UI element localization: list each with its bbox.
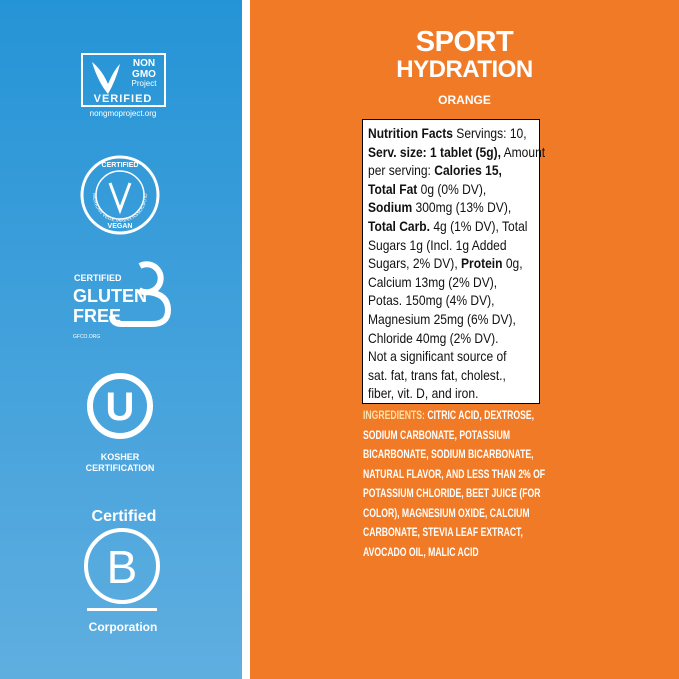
non-gmo-badge: NON GMO Project VERIFIED nongmoproject.o… xyxy=(81,53,166,118)
ingredients-text: POTASSIUM CHLORIDE, BEET JUICE (FOR xyxy=(363,486,541,500)
divider xyxy=(242,0,250,679)
ingredients-line: CARBONATE, STEVIA LEAF EXTRACT, xyxy=(363,523,565,543)
ingredients-text: NATURAL FLAVOR, AND LESS THAN 2% OF xyxy=(363,466,546,481)
nutrition-line: Not a significant source of xyxy=(368,347,540,366)
badge-text: Corporation xyxy=(89,620,158,634)
badge-text: CERTIFIED xyxy=(102,162,139,169)
nutrition-text: Chloride 40mg (2% DV). xyxy=(368,329,499,346)
badge-text: Certified xyxy=(92,508,157,525)
product-title: HYDRATION xyxy=(396,56,533,83)
badge-text: VEGAN xyxy=(108,223,133,230)
badge-text: nongmoproject.org xyxy=(90,109,157,118)
nutrition-text: 0g (0% DV), xyxy=(417,180,487,197)
badge-symbol: U xyxy=(106,385,135,429)
badge-text: VERIFIED xyxy=(94,93,153,105)
badge-frame xyxy=(81,53,166,107)
nutrition-text: Calories 15, xyxy=(434,162,502,179)
badge-text: FREE xyxy=(73,306,121,326)
nutrition-text: Magnesium 25mg (6% DV), xyxy=(368,310,516,327)
badge-text: GLUTEN xyxy=(73,286,147,306)
nutrition-text: Sugars 1g (Incl. 1g Added xyxy=(368,236,507,253)
ingredients-text: BICARBONATE, SODIUM BICARBONATE, xyxy=(363,447,534,461)
nutrition-line: sat. fat, trans fat, cholest., xyxy=(368,366,540,385)
nutrition-text: 300mg (13% DV), xyxy=(412,199,512,216)
ingredients-line: BICARBONATE, SODIUM BICARBONATE, xyxy=(363,445,565,465)
badge-text: KOSHER xyxy=(101,452,140,462)
badge-text: CERTIFICATION xyxy=(86,463,155,473)
ingredients-text: AVOCADO OIL, MALIC ACID xyxy=(363,544,479,559)
nutrition-text: Serv. size: 1 tablet (5g), xyxy=(368,143,501,160)
nutrition-line: Chloride 40mg (2% DV). xyxy=(368,329,540,348)
nutrition-line: fiber, vit. D, and iron. xyxy=(368,384,540,403)
badge-panel: NON GMO Project VERIFIED nongmoproject.o… xyxy=(0,0,250,679)
ingredients-label: INGREDIENTS: xyxy=(363,408,425,422)
ingredients-line: SODIUM CARBONATE, POTASSIUM xyxy=(363,426,565,446)
nutrition-text: Total Carb. xyxy=(368,217,430,234)
product-title: SPORT xyxy=(415,26,514,58)
nutrition-line: Sugars 1g (Incl. 1g Added xyxy=(368,236,540,255)
nutrition-line: per serving: Calories 15, xyxy=(368,161,540,180)
badge-ring xyxy=(95,170,145,220)
nutrition-line: Sugars, 2% DV), Protein 0g, xyxy=(368,254,540,273)
ingredients: INGREDIENTS: CITRIC ACID, DEXTROSE, SODIU… xyxy=(363,406,643,562)
nutrition-text: Protein xyxy=(461,255,503,272)
nutrition-line: Potas. 150mg (4% DV), xyxy=(368,291,540,310)
nutrition-text: Total Fat xyxy=(368,180,418,197)
badge-ring xyxy=(84,528,160,604)
flavor: ORANGE xyxy=(438,93,491,107)
butterfly-icon xyxy=(92,62,120,94)
nutrition-text: Not a significant source of xyxy=(368,348,507,365)
product-panel: SPORT HYDRATION ORANGE Nutrition Facts S… xyxy=(250,0,679,679)
badge-text: NON xyxy=(133,58,155,69)
nutrition-text: 4g (1% DV), Total xyxy=(429,217,528,234)
nutrition-text: 0g, xyxy=(502,255,523,272)
nutrition-line: Serv. size: 1 tablet (5g), Amount xyxy=(368,143,545,162)
badge-rule xyxy=(87,608,157,611)
ingredients-line: AVOCADO OIL, MALIC ACID xyxy=(363,543,565,563)
nutrition-line: Sodium 300mg (13% DV), xyxy=(368,198,540,217)
nutrition-text: per serving: xyxy=(368,162,435,179)
nutrition-line: Total Carb. 4g (1% DV), Total xyxy=(368,217,540,236)
nutrition-facts: Nutrition Facts Servings: 10, Serv. size:… xyxy=(362,119,545,404)
ingredients-text: CARBONATE, STEVIA LEAF EXTRACT, xyxy=(363,525,523,539)
ingredients-text: COLOR), MAGNESIUM OXIDE, CALCIUM xyxy=(363,505,530,520)
badge-text: CERTIFIED xyxy=(74,273,122,283)
nutrition-text: Sugars, 2% DV), xyxy=(368,255,462,272)
nutrition-text: Sodium xyxy=(368,199,413,216)
nutrition-line: Calcium 13mg (2% DV), xyxy=(368,273,540,292)
badge-symbol: B xyxy=(107,541,138,593)
nutrition-line: Nutrition Facts Servings: 10, xyxy=(368,124,540,143)
nutrition-text: Nutrition Facts xyxy=(368,125,453,141)
panel-background xyxy=(0,0,242,679)
nutrition-text: Potas. 150mg (4% DV), xyxy=(368,292,495,309)
ingredients-text: CITRIC ACID, DEXTROSE, xyxy=(424,408,535,422)
gluten-free-badge: CERTIFIED GLUTEN FREE GFCO.ORG xyxy=(73,261,172,340)
ingredients-text: SODIUM CARBONATE, POTASSIUM xyxy=(363,427,511,442)
b-corp-badge: Certified B Corporation xyxy=(84,508,160,634)
kosher-badge: U KOSHER CERTIFICATION xyxy=(86,373,155,473)
ingredients-line: POTASSIUM CHLORIDE, BEET JUICE (FOR xyxy=(363,484,565,504)
nutrition-text: fiber, vit. D, and iron. xyxy=(368,385,479,402)
v-icon xyxy=(108,182,132,215)
g-icon xyxy=(109,261,172,327)
badge-text: Project xyxy=(132,79,158,88)
badge-text: GMO xyxy=(132,69,156,80)
nutrition-text: Calcium 13mg (2% DV), xyxy=(368,273,498,290)
ingredients-line: INGREDIENTS: CITRIC ACID, DEXTROSE, xyxy=(363,406,565,426)
badge-ring xyxy=(87,373,153,439)
ingredients-line: COLOR), MAGNESIUM OXIDE, CALCIUM xyxy=(363,504,565,524)
badge-text: GFCO.ORG xyxy=(73,334,100,340)
nutrition-text: Amount xyxy=(500,143,546,160)
nutrition-text: sat. fat, trans fat, cholest., xyxy=(368,366,506,383)
nutrition-line: Magnesium 25mg (6% DV), xyxy=(368,310,540,329)
nutrition-text: Servings: 10, xyxy=(452,125,527,141)
ingredients-line: NATURAL FLAVOR, AND LESS THAN 2% OF xyxy=(363,465,565,485)
nutrition-line: Total Fat 0g (0% DV), xyxy=(368,180,540,199)
badge-ring xyxy=(80,155,160,235)
